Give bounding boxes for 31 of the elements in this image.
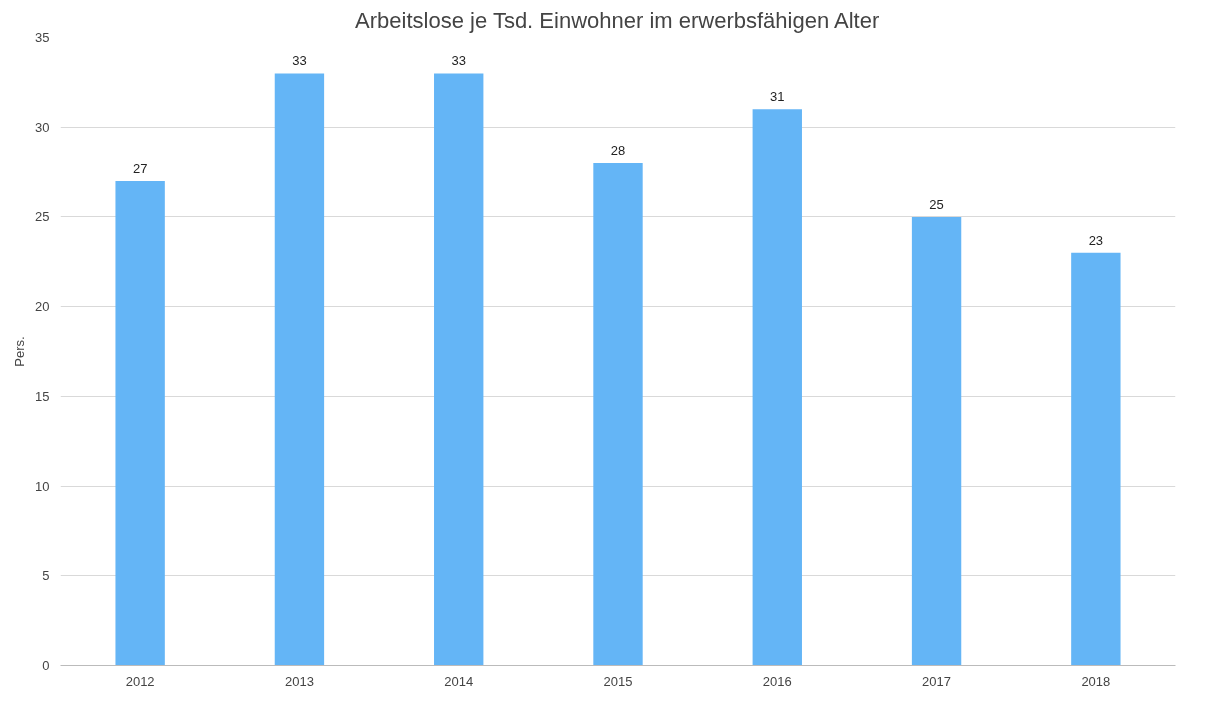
data-label: 23 — [1088, 232, 1104, 248]
y-axis-title: Pers. — [12, 336, 28, 367]
bar — [752, 109, 802, 666]
bar — [115, 181, 165, 666]
x-tick-label: 2016 — [762, 673, 792, 689]
chart-title: Arbeitslose je Tsd. Einwohner im erwerbsfähigen Alter — [355, 7, 880, 33]
x-tick-label: 2014 — [444, 673, 474, 689]
y-tick-label: 10 — [35, 478, 50, 494]
data-label: 31 — [770, 89, 785, 105]
bar — [593, 163, 643, 666]
x-tick-label: 2012 — [125, 673, 155, 689]
bar — [434, 73, 484, 666]
y-tick-label: 30 — [35, 119, 50, 135]
bar — [274, 73, 325, 666]
data-label: 28 — [610, 143, 626, 159]
data-label: 27 — [132, 161, 148, 177]
y-tick-label: 5 — [42, 568, 50, 584]
x-tick-label: 2013 — [284, 673, 314, 689]
data-label: 25 — [929, 196, 944, 212]
x-tick-label: 2017 — [922, 673, 952, 689]
y-tick-label: 35 — [35, 30, 50, 45]
bar — [911, 216, 962, 666]
y-tick-label: 15 — [35, 388, 50, 404]
data-label: 33 — [292, 53, 307, 69]
y-tick-label: 20 — [35, 299, 50, 315]
x-tick-label: 2015 — [603, 673, 633, 689]
bar — [1071, 252, 1121, 666]
x-tick-label: 2018 — [1081, 673, 1111, 689]
data-label: 33 — [451, 53, 466, 69]
y-tick-label: 25 — [35, 209, 50, 225]
y-tick-label: 0 — [42, 658, 50, 673]
